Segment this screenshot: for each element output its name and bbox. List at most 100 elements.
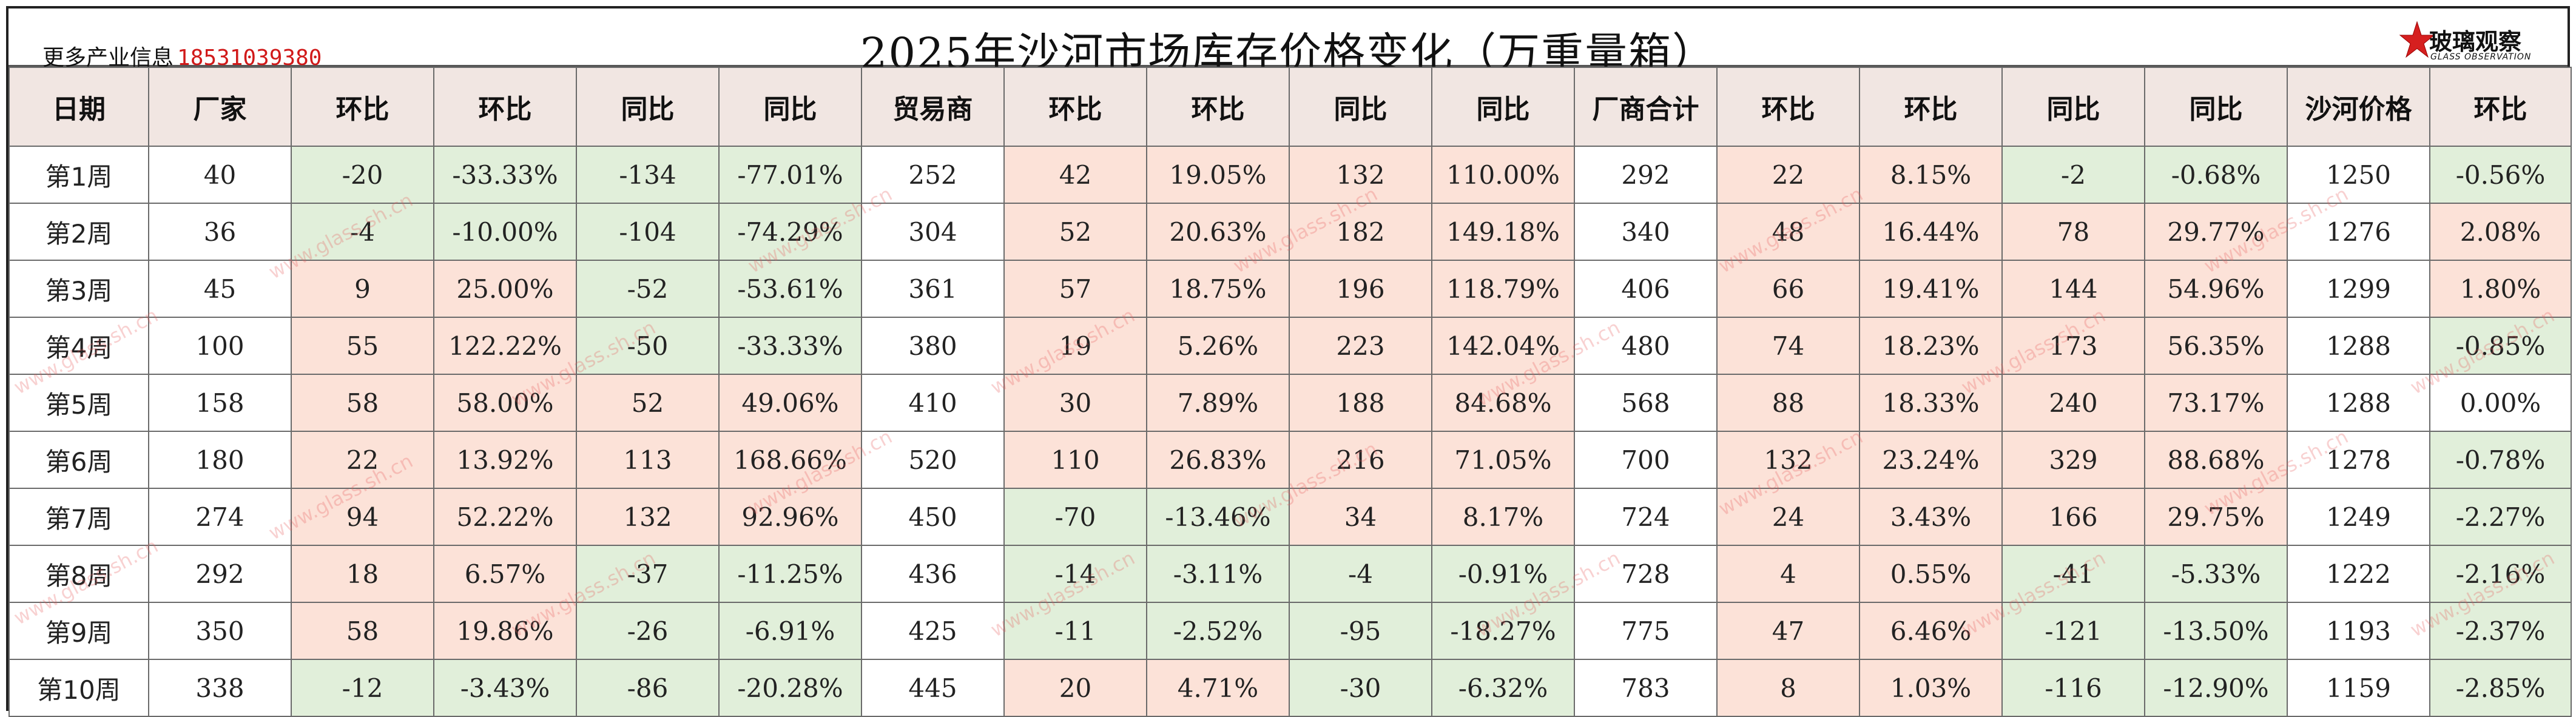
table-cell: 40 xyxy=(148,146,292,204)
table-cell: 113 xyxy=(576,431,720,489)
table-cell: 0.55% xyxy=(1859,545,2003,603)
phone-number: 18531039380 xyxy=(177,45,322,70)
column-header: 厂家 xyxy=(148,67,292,147)
table-cell: -0.68% xyxy=(2144,146,2288,204)
table-cell: -74.29% xyxy=(718,203,862,261)
table-cell: 173 xyxy=(2001,317,2145,375)
table-cell: 78 xyxy=(2001,203,2145,261)
table-cell: 100 xyxy=(148,317,292,375)
column-header: 同比 xyxy=(1431,67,1575,147)
table-cell: 380 xyxy=(861,317,1005,375)
table-cell: 168.66% xyxy=(718,431,862,489)
table-cell: 7.89% xyxy=(1146,374,1290,432)
table-cell: -5.33% xyxy=(2144,545,2288,603)
table-cell: 45 xyxy=(148,260,292,318)
table-cell: -52 xyxy=(576,260,720,318)
table-cell: -4 xyxy=(1289,545,1432,603)
week-label: 第5周 xyxy=(8,374,149,432)
column-header: 环比 xyxy=(1716,67,1860,147)
table-cell: 18 xyxy=(291,545,434,603)
table-cell: 73.17% xyxy=(2144,374,2288,432)
table-row: 第8周 292 18 6.57% -37 -11.25% 436 -14 -3.11% -4 -0.… xyxy=(8,545,2572,603)
table-cell: 1288 xyxy=(2287,374,2430,432)
table-cell: -33.33% xyxy=(718,317,862,375)
table-cell: 18.33% xyxy=(1859,374,2003,432)
table-cell: 568 xyxy=(1574,374,1718,432)
table-cell: 1288 xyxy=(2287,317,2430,375)
table-cell: -6.91% xyxy=(718,602,862,660)
table-cell: -37 xyxy=(576,545,720,603)
table-cell: -20.28% xyxy=(718,659,862,717)
week-label: 第8周 xyxy=(8,545,149,603)
table-cell: -30 xyxy=(1289,659,1432,717)
table-cell: -3.11% xyxy=(1146,545,1290,603)
table-cell: 223 xyxy=(1289,317,1432,375)
table-cell: 406 xyxy=(1574,260,1718,318)
table-cell: 18.23% xyxy=(1859,317,2003,375)
table-cell: 122.22% xyxy=(433,317,577,375)
table-cell: 3.43% xyxy=(1859,488,2003,546)
column-header: 环比 xyxy=(1859,67,2003,147)
table-cell: 480 xyxy=(1574,317,1718,375)
table-cell: 84.68% xyxy=(1431,374,1575,432)
table-cell: 71.05% xyxy=(1431,431,1575,489)
table-cell: 0.00% xyxy=(2429,374,2572,432)
table-cell: -86 xyxy=(576,659,720,717)
logo: 玻璃观察 GLASS OBSERVATION xyxy=(2399,21,2551,70)
table-cell: 436 xyxy=(861,545,1005,603)
table-cell: 20 xyxy=(1003,659,1147,717)
table-cell: 196 xyxy=(1289,260,1432,318)
table-cell: 48 xyxy=(1716,203,1860,261)
column-header: 贸易商 xyxy=(861,67,1005,147)
table-cell: -13.46% xyxy=(1146,488,1290,546)
table-cell: 8.17% xyxy=(1431,488,1575,546)
table-cell: -11.25% xyxy=(718,545,862,603)
table-cell: 132 xyxy=(576,488,720,546)
table-cell: 252 xyxy=(861,146,1005,204)
table-cell: 520 xyxy=(861,431,1005,489)
table-cell: -18.27% xyxy=(1431,602,1575,660)
table-cell: 8 xyxy=(1716,659,1860,717)
table-cell: 445 xyxy=(861,659,1005,717)
week-label: 第2周 xyxy=(8,203,149,261)
table-cell: -0.56% xyxy=(2429,146,2572,204)
table-cell: -50 xyxy=(576,317,720,375)
table-row: 第6周 180 22 13.92% 113 168.66% 520 110 26.83% 216 7… xyxy=(8,431,2572,489)
table-cell: 450 xyxy=(861,488,1005,546)
column-header: 日期 xyxy=(8,67,149,147)
table-cell: -2.27% xyxy=(2429,488,2572,546)
table-cell: -116 xyxy=(2001,659,2145,717)
table-cell: -2.85% xyxy=(2429,659,2572,717)
table-header-row: 日期 厂家 环比 环比 同比 同比 贸易商 环比 环比 同比 同比 厂商合计 环比 环比 同比 同比 沙河价格环… xyxy=(8,67,2572,147)
table-cell: -33.33% xyxy=(433,146,577,204)
table-cell: 19 xyxy=(1003,317,1147,375)
table-cell: 132 xyxy=(1716,431,1860,489)
logo-subtitle: GLASS OBSERVATION xyxy=(2430,52,2532,62)
table-cell: 1.80% xyxy=(2429,260,2572,318)
table-row: 第4周 100 55 122.22% -50 -33.33% 380 19 5.26% 223 14… xyxy=(8,317,2572,375)
table-cell: 88.68% xyxy=(2144,431,2288,489)
week-label: 第9周 xyxy=(8,602,149,660)
column-header: 环比 xyxy=(1003,67,1147,147)
table-cell: 292 xyxy=(1574,146,1718,204)
table-cell: 8.15% xyxy=(1859,146,2003,204)
table-cell: -2.52% xyxy=(1146,602,1290,660)
table-cell: 55 xyxy=(291,317,434,375)
table-cell: 58 xyxy=(291,602,434,660)
title-bar: 更多产业信息 18531039380 2025年沙河市场库存价格变化（万重量箱） … xyxy=(8,8,2568,78)
week-label: 第1周 xyxy=(8,146,149,204)
table-cell: -2 xyxy=(2001,146,2145,204)
column-header: 厂商合计 xyxy=(1574,67,1718,147)
table-cell: 1193 xyxy=(2287,602,2430,660)
table-cell: -12.90% xyxy=(2144,659,2288,717)
table-cell: 58.00% xyxy=(433,374,577,432)
table-cell: 6.57% xyxy=(433,545,577,603)
table-cell: -26 xyxy=(576,602,720,660)
table-cell: -95 xyxy=(1289,602,1432,660)
table-cell: 4 xyxy=(1716,545,1860,603)
table-cell: 142.04% xyxy=(1431,317,1575,375)
column-header: 环比 xyxy=(291,67,434,147)
table-cell: -53.61% xyxy=(718,260,862,318)
table-cell: 292 xyxy=(148,545,292,603)
info-line: 更多产业信息 18531039380 xyxy=(42,40,322,72)
